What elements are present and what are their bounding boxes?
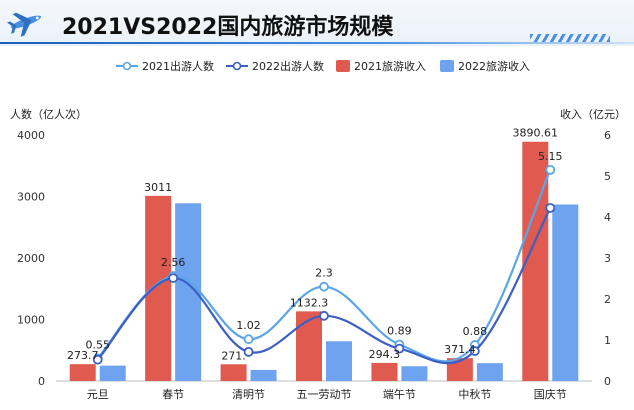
bar-2022-revenue	[552, 204, 579, 381]
bar-2021-revenue	[371, 362, 398, 381]
bar-2021-revenue	[220, 364, 247, 381]
legend-marker	[122, 61, 132, 71]
title-bar	[0, 0, 634, 46]
line-data-label: 5.15	[538, 150, 563, 163]
legend-bar-swatch	[336, 60, 350, 72]
bar-2021-revenue	[446, 358, 473, 381]
line-point	[243, 346, 254, 357]
line-data-label: 1.02	[236, 319, 261, 332]
line-data-label: 0.89	[387, 325, 412, 338]
right-axis-tick: 6	[604, 129, 611, 142]
legend-label: 2021旅游收入	[354, 59, 426, 73]
right-axis-title: 收入（亿元）	[560, 107, 626, 121]
legend-label: 2022旅游收入	[458, 59, 530, 73]
legend-label: 2021出游人数	[142, 59, 214, 73]
category-label: 春节	[162, 388, 184, 401]
line-point	[545, 164, 556, 175]
bar-data-label: 3890.61	[513, 127, 559, 140]
bar-data-label: 1132.3	[290, 296, 329, 309]
category-label: 国庆节	[534, 387, 567, 401]
bar-2021-revenue	[145, 195, 172, 381]
bar-2022-revenue	[250, 369, 277, 381]
page-title: 2021VS2022国内旅游市场规模	[62, 15, 394, 40]
chart-lines	[92, 164, 556, 365]
decorative-stripes	[530, 34, 610, 42]
bar-2021-revenue	[296, 311, 322, 381]
line-point	[319, 281, 329, 292]
bar-2022-revenue	[326, 341, 352, 381]
chart-legend: 2021出游人数 2022出游人数 2021旅游收入 2022旅游收入	[116, 59, 530, 73]
line-data-label: 2.3	[315, 267, 333, 280]
right-axis-tick: 0	[604, 375, 611, 388]
line-point	[394, 343, 405, 354]
line-point	[319, 310, 329, 321]
line-data-label: 0.55	[85, 338, 110, 351]
right-axis-tick: 5	[604, 170, 611, 183]
chart-axes: 0 1000 2000 3000 4000 0 1 2 3 4 5 6 人数（亿人次） 收入（亿元） 元旦 春…	[10, 107, 626, 401]
line-data-label: 0.88	[463, 325, 488, 338]
line-point	[469, 346, 480, 356]
bar-data-label: 3011	[144, 181, 172, 194]
left-axis-tick: 4000	[17, 129, 45, 142]
category-label: 清明节	[232, 388, 265, 401]
legend-marker	[232, 61, 242, 71]
chart-data-labels: 273.7 3011 271. 1132.3 294.3 371.4 3890.61 0.55…	[67, 127, 563, 363]
left-axis-tick: 3000	[17, 191, 45, 204]
left-axis-tick: 2000	[17, 252, 45, 265]
airplane-icon	[7, 12, 42, 37]
line-point	[545, 203, 556, 213]
title-underline	[0, 42, 634, 44]
right-axis-tick: 1	[604, 334, 611, 347]
bar-2022-revenue	[99, 365, 126, 381]
right-axis-tick: 3	[604, 252, 611, 265]
bar-data-label: 294.3	[369, 348, 401, 361]
category-label: 中秋节	[458, 387, 491, 401]
legend-label: 2022出游人数	[252, 59, 324, 73]
bar-2022-revenue	[401, 366, 428, 381]
bar-2021-revenue	[69, 364, 96, 381]
left-axis-title: 人数（亿人次）	[10, 107, 87, 121]
right-axis-tick: 4	[604, 211, 611, 224]
category-label: 五一劳动节	[297, 388, 352, 401]
bar-data-label: 273.7	[67, 349, 99, 362]
line-point	[92, 354, 103, 365]
line-point	[243, 334, 254, 345]
chart-bars	[69, 141, 579, 381]
line-point	[168, 273, 179, 283]
bar-2022-revenue	[476, 363, 503, 381]
left-axis-tick: 0	[38, 375, 45, 388]
line-data-label: 2.56	[161, 256, 186, 269]
category-label: 端午节	[383, 388, 416, 401]
bar-data-label: 371.4	[444, 343, 476, 356]
left-axis-tick: 1000	[17, 314, 45, 327]
category-label: 元旦	[87, 388, 109, 401]
bar-data-label: 271.	[221, 349, 246, 362]
legend-bar-swatch	[440, 60, 454, 72]
right-axis-tick: 2	[604, 293, 611, 306]
